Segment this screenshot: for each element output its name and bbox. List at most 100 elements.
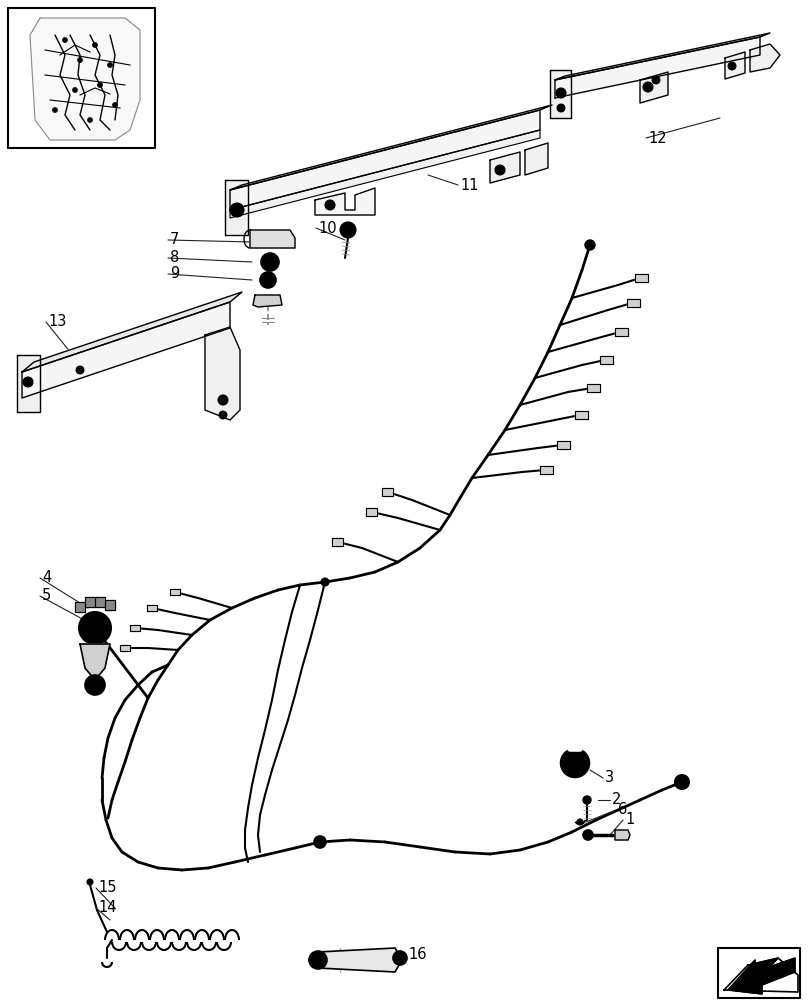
Text: 7: 7 bbox=[169, 232, 179, 247]
Polygon shape bbox=[721, 952, 797, 996]
Circle shape bbox=[23, 377, 33, 387]
Text: 5: 5 bbox=[42, 588, 51, 603]
Text: 16: 16 bbox=[407, 947, 426, 962]
Polygon shape bbox=[332, 538, 342, 546]
Text: 4: 4 bbox=[42, 570, 51, 585]
Polygon shape bbox=[315, 188, 375, 215]
Text: 8: 8 bbox=[169, 250, 179, 265]
Text: 6: 6 bbox=[617, 802, 626, 817]
Circle shape bbox=[87, 879, 93, 885]
Polygon shape bbox=[626, 299, 639, 307]
Polygon shape bbox=[727, 958, 794, 994]
Circle shape bbox=[77, 58, 83, 63]
Polygon shape bbox=[75, 602, 85, 612]
Polygon shape bbox=[8, 8, 155, 148]
Circle shape bbox=[309, 951, 327, 969]
Polygon shape bbox=[556, 441, 569, 449]
Circle shape bbox=[324, 200, 335, 210]
Polygon shape bbox=[120, 645, 130, 651]
Circle shape bbox=[97, 83, 102, 88]
Circle shape bbox=[89, 679, 101, 691]
Circle shape bbox=[268, 260, 272, 264]
Text: 3: 3 bbox=[604, 770, 613, 786]
Circle shape bbox=[312, 955, 323, 965]
Circle shape bbox=[582, 830, 592, 840]
Circle shape bbox=[92, 43, 97, 48]
Circle shape bbox=[565, 754, 583, 772]
Circle shape bbox=[88, 118, 92, 123]
Text: 1: 1 bbox=[624, 812, 633, 827]
Circle shape bbox=[584, 240, 594, 250]
Polygon shape bbox=[318, 948, 401, 972]
Circle shape bbox=[217, 395, 228, 405]
Polygon shape bbox=[717, 948, 799, 998]
Text: 10: 10 bbox=[318, 221, 337, 236]
Polygon shape bbox=[749, 44, 779, 72]
Polygon shape bbox=[22, 302, 230, 398]
Circle shape bbox=[62, 38, 67, 43]
Circle shape bbox=[85, 675, 105, 695]
Polygon shape bbox=[539, 466, 552, 474]
Circle shape bbox=[582, 796, 590, 804]
Circle shape bbox=[230, 203, 243, 217]
Polygon shape bbox=[253, 295, 281, 307]
Circle shape bbox=[556, 88, 565, 98]
Polygon shape bbox=[724, 52, 744, 79]
Circle shape bbox=[569, 758, 579, 768]
Polygon shape bbox=[22, 292, 242, 372]
Circle shape bbox=[314, 836, 325, 848]
Circle shape bbox=[586, 833, 590, 837]
Circle shape bbox=[53, 108, 58, 113]
Polygon shape bbox=[85, 597, 95, 607]
Text: 11: 11 bbox=[460, 178, 478, 193]
Polygon shape bbox=[599, 356, 612, 364]
Circle shape bbox=[674, 775, 689, 789]
Circle shape bbox=[556, 104, 564, 112]
Polygon shape bbox=[634, 274, 647, 282]
Polygon shape bbox=[204, 327, 240, 420]
Polygon shape bbox=[381, 488, 393, 496]
Text: 14: 14 bbox=[98, 900, 116, 915]
Polygon shape bbox=[723, 958, 797, 992]
Circle shape bbox=[340, 222, 355, 238]
Polygon shape bbox=[614, 328, 627, 336]
Circle shape bbox=[678, 779, 684, 785]
Circle shape bbox=[560, 749, 588, 777]
Polygon shape bbox=[105, 600, 115, 610]
Polygon shape bbox=[169, 589, 180, 595]
Circle shape bbox=[234, 207, 240, 213]
Circle shape bbox=[90, 623, 100, 633]
Polygon shape bbox=[489, 152, 519, 183]
Circle shape bbox=[79, 612, 111, 644]
Text: 12: 12 bbox=[647, 131, 666, 146]
Circle shape bbox=[320, 578, 328, 586]
Circle shape bbox=[219, 411, 227, 419]
Text: 9: 9 bbox=[169, 266, 179, 282]
Polygon shape bbox=[130, 625, 139, 631]
Circle shape bbox=[264, 257, 275, 267]
Circle shape bbox=[642, 82, 652, 92]
Circle shape bbox=[495, 165, 504, 175]
Polygon shape bbox=[639, 72, 667, 103]
Polygon shape bbox=[554, 33, 769, 80]
Circle shape bbox=[577, 819, 582, 825]
Circle shape bbox=[107, 63, 113, 68]
Polygon shape bbox=[95, 597, 105, 607]
Circle shape bbox=[260, 253, 279, 271]
Polygon shape bbox=[747, 958, 777, 975]
Polygon shape bbox=[250, 230, 294, 248]
Circle shape bbox=[316, 839, 323, 845]
Polygon shape bbox=[147, 605, 157, 611]
Polygon shape bbox=[614, 830, 629, 840]
Circle shape bbox=[393, 951, 406, 965]
Circle shape bbox=[260, 272, 276, 288]
Polygon shape bbox=[80, 644, 109, 680]
Circle shape bbox=[651, 76, 659, 84]
Text: 13: 13 bbox=[48, 314, 67, 330]
Circle shape bbox=[113, 103, 118, 108]
Polygon shape bbox=[549, 70, 570, 118]
Text: 2: 2 bbox=[611, 792, 620, 807]
Polygon shape bbox=[525, 143, 547, 175]
Circle shape bbox=[264, 276, 272, 284]
Circle shape bbox=[86, 619, 104, 637]
